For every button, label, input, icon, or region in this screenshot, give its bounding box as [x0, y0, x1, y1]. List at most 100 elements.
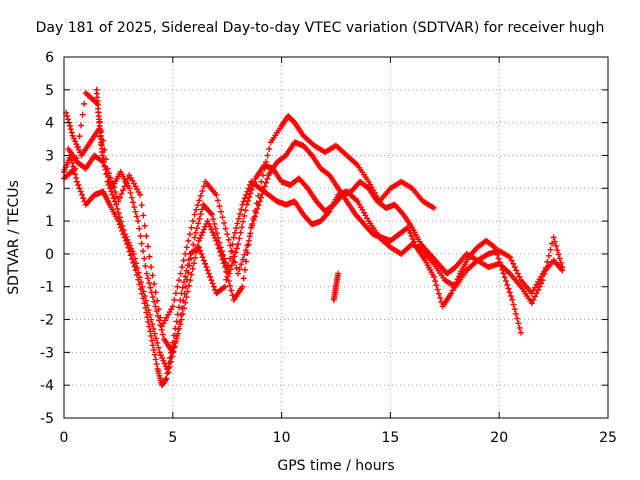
data-point — [147, 284, 154, 291]
data-point — [132, 208, 139, 215]
data-point — [109, 179, 116, 186]
data-point — [74, 144, 81, 151]
data-point — [530, 296, 537, 303]
data-point — [541, 271, 548, 278]
data-point — [186, 231, 193, 238]
data-point — [448, 290, 455, 297]
data-point — [194, 202, 201, 209]
x-tick-label: 20 — [490, 430, 508, 446]
data-point — [141, 255, 148, 262]
data-point — [450, 284, 457, 291]
y-tick-label: 2 — [45, 181, 54, 197]
data-point — [194, 243, 201, 250]
data-point — [212, 225, 219, 232]
data-point — [430, 273, 437, 280]
data-point — [256, 185, 263, 192]
data-point — [256, 198, 263, 205]
data-point — [114, 205, 121, 212]
series-6 — [330, 270, 342, 303]
data-point — [106, 170, 113, 177]
data-point — [176, 325, 183, 332]
data-point — [233, 264, 240, 271]
data-point — [209, 229, 216, 236]
data-point — [119, 222, 126, 229]
data-point — [138, 202, 145, 209]
data-point — [245, 185, 252, 192]
data-point — [212, 234, 219, 241]
data-point — [233, 225, 240, 232]
data-point — [216, 203, 223, 210]
data-point — [120, 226, 127, 233]
data-point — [531, 293, 538, 300]
data-point — [177, 270, 184, 277]
data-point — [495, 255, 502, 262]
data-point — [406, 227, 413, 234]
data-point — [224, 231, 231, 238]
data-point — [409, 235, 416, 242]
data-point — [196, 197, 203, 204]
data-point — [231, 229, 238, 236]
data-point — [141, 293, 148, 300]
data-point — [203, 264, 210, 271]
data-point — [219, 214, 226, 221]
data-point — [261, 183, 268, 190]
data-point — [146, 323, 153, 330]
data-point — [505, 285, 512, 292]
data-point — [199, 254, 206, 261]
data-point — [506, 289, 513, 296]
data-point — [556, 255, 563, 262]
data-point — [227, 242, 234, 249]
data-point — [179, 284, 186, 291]
data-point — [251, 179, 258, 186]
data-point — [139, 283, 146, 290]
data-point — [156, 349, 163, 356]
data-point — [174, 330, 181, 337]
data-point — [128, 245, 135, 252]
y-tick-label: -3 — [40, 345, 54, 361]
data-point — [234, 220, 241, 227]
data-point — [196, 215, 203, 222]
data-point — [233, 245, 240, 252]
data-point — [144, 275, 151, 282]
data-point — [204, 267, 211, 274]
data-point — [120, 187, 127, 194]
data-point — [242, 247, 249, 254]
data-point — [455, 273, 462, 280]
data-point — [516, 324, 523, 331]
data-point — [131, 204, 138, 211]
data-point — [197, 247, 204, 254]
data-point — [213, 191, 220, 198]
data-point — [172, 290, 179, 297]
data-point — [209, 280, 216, 287]
plot-frame — [63, 56, 609, 419]
data-point — [503, 278, 510, 285]
data-point — [263, 179, 270, 186]
data-point — [511, 264, 518, 271]
data-point — [115, 198, 122, 205]
data-point — [134, 218, 141, 225]
data-point — [171, 344, 178, 351]
data-point — [515, 320, 522, 327]
data-point — [134, 264, 141, 271]
data-point — [138, 279, 145, 286]
data-point — [154, 339, 161, 346]
data-point — [208, 226, 215, 233]
data-point — [228, 262, 235, 269]
axis-ticks: 0 5 10 15 20 25 -5 -4 -3 -2 -1 0 1 2 3 4 5 6 — [40, 50, 617, 446]
data-point — [165, 369, 172, 376]
data-point — [130, 199, 137, 206]
data-point — [167, 358, 174, 365]
data-point — [188, 224, 195, 231]
y-tick-label: 1 — [45, 214, 54, 230]
data-point — [133, 213, 140, 220]
y-tick-label: -1 — [40, 280, 54, 296]
data-point — [150, 347, 157, 354]
data-point — [248, 186, 255, 193]
data-point — [264, 175, 271, 182]
data-point — [225, 278, 232, 285]
data-point — [204, 218, 211, 225]
data-point — [494, 251, 501, 258]
data-point — [75, 146, 82, 153]
data-point — [70, 135, 77, 142]
data-point — [146, 311, 153, 318]
